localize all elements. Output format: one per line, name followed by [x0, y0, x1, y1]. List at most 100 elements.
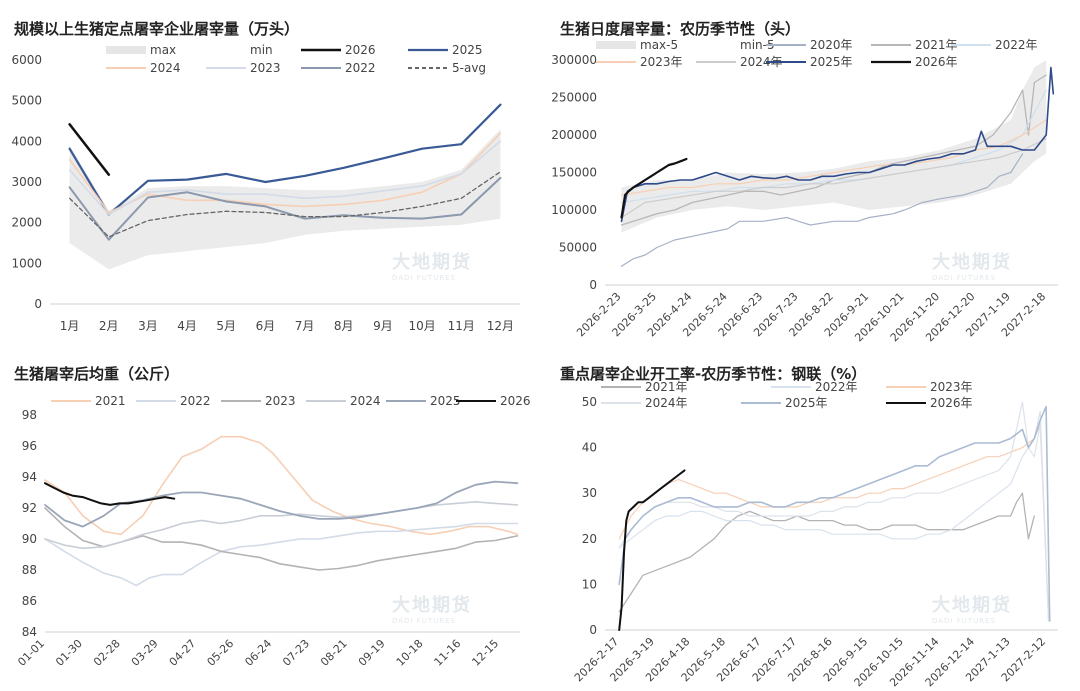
y-tick-label: 200000	[551, 128, 597, 142]
watermark-cn: 大地期货	[392, 595, 472, 616]
x-tick-label: 03-29	[129, 637, 161, 669]
y-tick-label: 1000	[11, 256, 42, 270]
x-tick-label: 12月	[487, 319, 514, 333]
series-line-2021年	[620, 74, 1047, 226]
panel-title: 生猪屠宰后均重（公斤）	[14, 365, 180, 383]
x-tick-label: 9月	[373, 319, 393, 333]
x-tick-label: 8月	[334, 319, 354, 333]
series-line-2022年	[620, 89, 1047, 204]
y-tick-label: 0	[589, 623, 597, 637]
chart-utilization: 010203040502026-2-172026-3-192026-4-1820…	[572, 380, 1058, 689]
series-line-2026	[44, 482, 176, 506]
legend-label: 2023年	[640, 55, 683, 69]
y-tick-label: 50	[582, 395, 597, 409]
legend-label: 2020年	[810, 38, 853, 52]
series-line-2022	[44, 522, 519, 587]
y-tick-label: 20	[582, 532, 597, 546]
series-line-2022	[68, 176, 502, 241]
x-tick-label: 2月	[99, 319, 119, 333]
y-tick-label: 3000	[11, 175, 42, 189]
x-tick-label: 4月	[177, 319, 197, 333]
panel-title: 生猪日度屠宰量：农历季节性（头）	[560, 20, 801, 38]
series-line-5-avg	[68, 171, 502, 238]
series-line-2024	[44, 501, 519, 550]
x-tick-label: 05-26	[205, 637, 237, 669]
series-line-2024	[68, 132, 502, 214]
series-line-2020年	[620, 153, 1024, 267]
x-tick-label: 09-19	[356, 637, 388, 669]
x-tick-label: 10-18	[394, 637, 426, 669]
legend-swatch-band	[106, 46, 146, 54]
panel-title: 重点屠宰企业开工率-农历季节性：钢联（%）	[560, 365, 867, 383]
x-tick-label: 02-28	[91, 637, 123, 669]
watermark: 大地期货 DADI FUTURES	[392, 591, 472, 625]
watermark: 大地期货 DADI FUTURES	[932, 591, 1012, 625]
watermark-en: DADI FUTURES	[392, 617, 457, 625]
legend-label: max	[150, 43, 176, 57]
y-tick-label: 40	[582, 441, 597, 455]
watermark-cn: 大地期货	[392, 252, 472, 273]
x-tick-label: 7月	[295, 319, 315, 333]
x-tick-label: 01-30	[53, 637, 85, 669]
series-line-2022年	[618, 410, 1050, 622]
y-tick-label: 84	[22, 625, 37, 639]
watermark: 大地期货 DADI FUTURES	[392, 248, 472, 282]
x-tick-label: 11-16	[432, 637, 464, 669]
legend-label: 2024年	[740, 55, 783, 69]
series-line-2025年	[620, 66, 1055, 223]
series-line-2024年	[620, 138, 1047, 219]
x-tick-label: 06-24	[242, 637, 274, 669]
x-tick-label: 11月	[448, 319, 475, 333]
x-tick-label: 1月	[60, 319, 80, 333]
legend-label: 2022	[180, 394, 211, 408]
y-tick-label: 90	[22, 532, 37, 546]
y-tick-label: 30	[582, 486, 597, 500]
y-tick-label: 250000	[551, 91, 597, 105]
y-tick-label: 150000	[551, 166, 597, 180]
legend-label: 2026年	[915, 55, 958, 69]
x-tick-label: 5月	[216, 319, 236, 333]
panel-carcass-weight: 生猪屠宰后均重（公斤） 84 86 88 90 92 94 96 98 01-01 01-30 02…	[0, 345, 540, 687]
legend-label: 2023	[265, 394, 296, 408]
y-tick-label: 5000	[11, 94, 42, 108]
watermark-en: DADI FUTURES	[392, 274, 457, 282]
legend-label: 2022年	[815, 380, 858, 394]
y-tick-label: 2000	[11, 216, 42, 230]
y-tick-label: 50000	[559, 241, 597, 255]
series-line-2025年	[618, 405, 1051, 622]
panel-daily-slaughter: 生猪日度屠宰量：农历季节性（头） 0 50000 100000 150000 20000…	[540, 0, 1080, 345]
watermark-cn: 大地期货	[932, 252, 1012, 273]
legend-label: 2026	[500, 394, 531, 408]
panel-utilization: 重点屠宰企业开工率-农历季节性：钢联（%） 0 10 20 30 40 50 2026-2-…	[540, 345, 1080, 689]
x-tick-label: 6月	[256, 319, 276, 333]
series-line-2023	[68, 140, 502, 216]
series-line-2026	[68, 123, 111, 176]
legend-label: max-5	[640, 38, 678, 52]
series-line-2024年	[618, 401, 1050, 622]
series-line-2021年	[618, 492, 1035, 613]
x-tick-label: 12-15	[469, 637, 501, 669]
y-tick-label: 300000	[551, 53, 597, 67]
y-tick-label: 88	[22, 563, 37, 577]
legend-label: 2026年	[930, 396, 973, 410]
legend-label: 2025	[452, 43, 483, 57]
watermark-cn: 大地期货	[932, 595, 1012, 616]
legend-label: 2024	[150, 61, 181, 75]
y-tick-label: 0	[589, 278, 597, 292]
legend-label: min-5	[740, 38, 775, 52]
y-tick-label: 100000	[551, 203, 597, 217]
y-tick-label: 10	[582, 577, 597, 591]
x-tick-label: 04-27	[167, 637, 199, 669]
x-tick-label: 10月	[408, 319, 435, 333]
legend-label: 2025年	[785, 396, 828, 410]
series-line-2021	[44, 435, 519, 536]
legend-label: 2023	[250, 61, 281, 75]
legend-label: 2021年	[645, 380, 688, 394]
legend-label: min	[250, 43, 273, 57]
series-line-2025	[68, 103, 502, 216]
legend-label: 2024	[350, 394, 381, 408]
chart-daily-slaughter: 0 50000 100000 150000 200000 250000 300000 2026…	[551, 38, 1058, 344]
watermark-en: DADI FUTURES	[932, 274, 997, 282]
legend-label: 2022年	[995, 38, 1038, 52]
y-tick-label: 0	[34, 297, 42, 311]
